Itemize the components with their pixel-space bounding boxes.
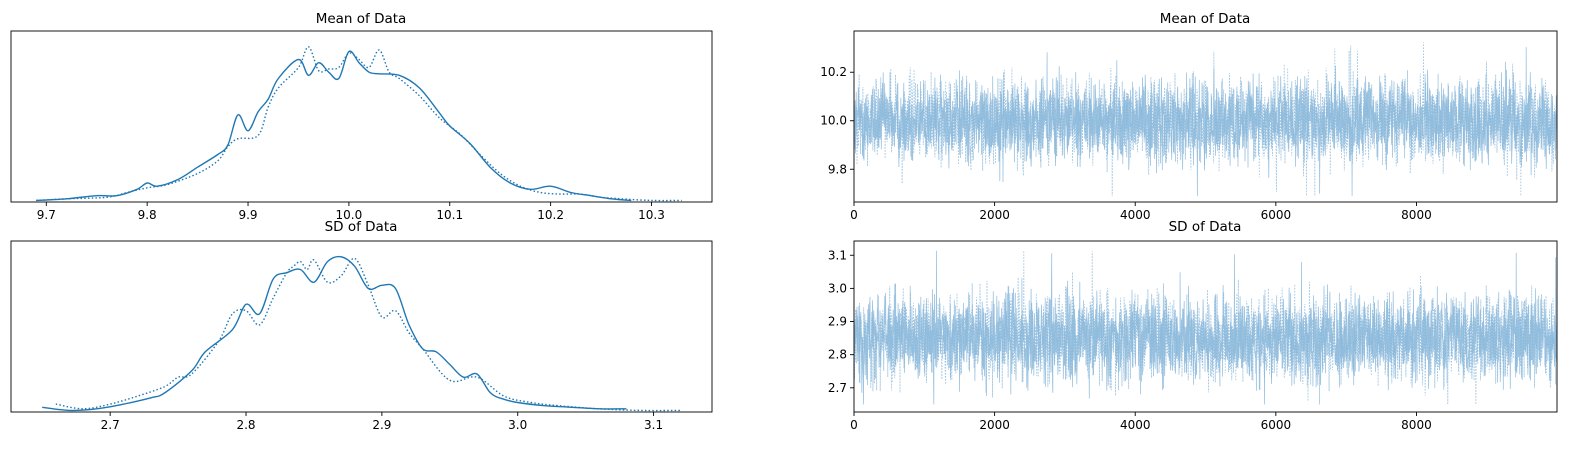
density-line-chain-1 — [36, 46, 682, 202]
x-tick-label: 9.8 — [138, 208, 157, 222]
x-axis: 0 2000 4000 6000 8000 — [850, 412, 1432, 432]
density-line-chain-0 — [36, 50, 632, 202]
y-tick-label: 2.7 — [828, 381, 847, 395]
axes-frame — [853, 30, 1558, 203]
panel-sd-trace: SD of Data 0 2000 4000 6000 8000 2.7 2.8 2.9 3.… — [828, 219, 1558, 432]
axes-frame — [10, 30, 713, 203]
x-axis: 9.7 9.8 9.9 10.0 10.1 10.2 10.3 — [37, 202, 665, 222]
x-tick-label: 4000 — [1120, 208, 1151, 222]
y-axis: 9.8 10.0 10.2 — [820, 65, 854, 176]
x-tick-label: 2.9 — [372, 418, 391, 432]
y-tick-label: 10.2 — [820, 65, 847, 79]
panel-mean-density: Mean of Data 9.7 9.8 9.9 10.0 10.1 10.2 10.3 — [10, 11, 713, 222]
x-tick-label: 8000 — [1401, 418, 1432, 432]
plot-lines — [854, 42, 1557, 196]
chart-title: SD of Data — [1169, 219, 1242, 235]
x-axis: 0 2000 4000 6000 8000 — [850, 202, 1432, 222]
x-tick-label: 2000 — [979, 418, 1010, 432]
axes-frame — [10, 240, 713, 413]
x-tick-label: 10.1 — [436, 208, 463, 222]
x-tick-label: 3.1 — [644, 418, 663, 432]
x-tick-label: 6000 — [1261, 418, 1292, 432]
x-tick-label: 2000 — [979, 208, 1010, 222]
x-tick-label: 3.0 — [508, 418, 527, 432]
panel-mean-trace: Mean of Data 0 2000 4000 6000 8000 9.8 10.0 10… — [820, 11, 1558, 222]
plot-lines — [42, 255, 681, 412]
axes-frame — [853, 240, 1558, 413]
x-tick-label: 10.0 — [336, 208, 363, 222]
y-tick-label: 3.0 — [828, 281, 847, 295]
plot-lines — [36, 46, 682, 202]
x-tick-label: 10.3 — [638, 208, 665, 222]
x-tick-label: 4000 — [1120, 418, 1151, 432]
panel-sd-density: SD of Data 2.7 2.8 2.9 3.0 3.1 — [10, 219, 713, 432]
x-tick-label: 0 — [850, 418, 858, 432]
chart-title: Mean of Data — [316, 11, 407, 27]
x-tick-label: 9.9 — [238, 208, 257, 222]
x-tick-label: 8000 — [1401, 208, 1432, 222]
y-axis: 2.7 2.8 2.9 3.0 3.1 — [828, 248, 854, 395]
trace-line-chain-1 — [854, 42, 1557, 196]
y-tick-label: 2.8 — [828, 348, 847, 362]
density-line-chain-1 — [55, 257, 681, 412]
y-tick-label: 3.1 — [828, 248, 847, 262]
x-tick-label: 9.7 — [37, 208, 56, 222]
x-tick-label: 6000 — [1261, 208, 1292, 222]
density-line-chain-0 — [42, 255, 627, 412]
x-tick-label: 2.8 — [236, 418, 255, 432]
chart-title: Mean of Data — [1160, 11, 1251, 27]
x-tick-label: 10.2 — [537, 208, 564, 222]
y-tick-label: 10.0 — [820, 114, 847, 128]
y-tick-label: 2.9 — [828, 315, 847, 329]
chart-title: SD of Data — [325, 219, 398, 235]
x-tick-label: 2.7 — [101, 418, 120, 432]
x-tick-label: 0 — [850, 208, 858, 222]
x-axis: 2.7 2.8 2.9 3.0 3.1 — [101, 412, 663, 432]
plot-lines — [854, 250, 1557, 405]
y-tick-label: 9.8 — [828, 162, 847, 176]
